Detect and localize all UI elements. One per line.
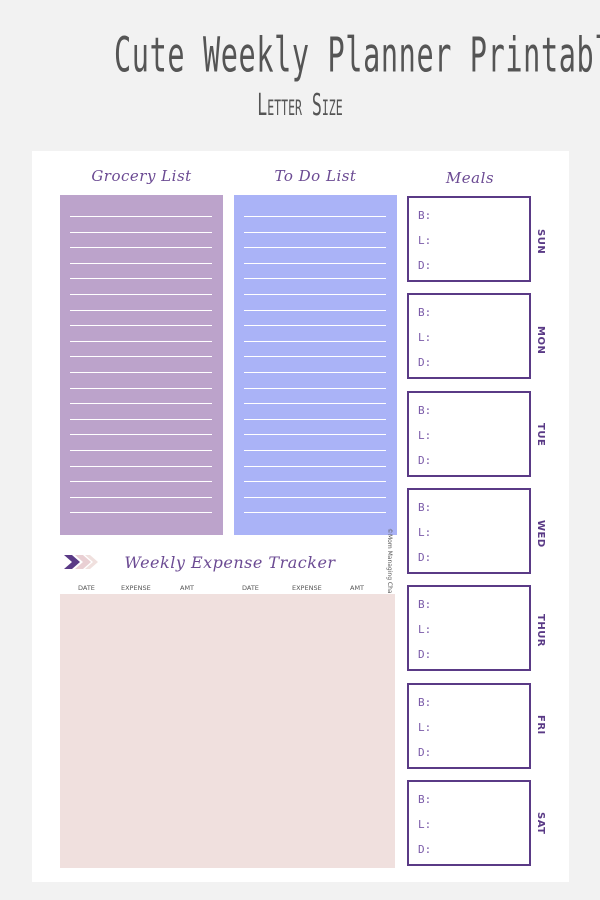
ruled-line — [70, 231, 212, 233]
ruled-line — [70, 309, 212, 311]
ruled-line — [70, 465, 212, 467]
meal-label-d: D: — [418, 550, 432, 564]
ruled-line — [70, 434, 212, 436]
meal-label-l: L: — [418, 428, 432, 442]
day-label-tue: TUE — [535, 423, 546, 447]
page-subtitle: Letter Size — [257, 88, 343, 123]
ruled-line — [244, 496, 386, 498]
day-label-thur: THUR — [535, 614, 546, 648]
meal-box-sat[interactable]: B: L: D: — [407, 779, 531, 866]
ruled-line — [70, 418, 212, 420]
column-header-amt-2: AMT — [350, 584, 365, 592]
meal-box-thur[interactable]: B: L: D: — [407, 585, 531, 672]
meal-label-b: B: — [418, 695, 432, 709]
ruled-line — [70, 512, 212, 514]
expense-tracker-heading: Weekly Expense Tracker — [124, 553, 336, 572]
ruled-line — [244, 481, 386, 483]
ruled-line — [244, 356, 386, 358]
ruled-line — [70, 481, 212, 483]
day-label-wed: WED — [535, 520, 546, 549]
ruled-line — [244, 278, 386, 280]
ruled-line — [244, 340, 386, 342]
meals-heading: Meals — [445, 169, 495, 187]
meal-label-b: B: — [418, 403, 432, 417]
ruled-line — [244, 216, 386, 217]
todo-list-area — [234, 195, 397, 535]
meal-label-b: B: — [418, 306, 432, 320]
ruled-line — [244, 262, 386, 264]
meal-label-l: L: — [418, 720, 432, 734]
ruled-line — [70, 247, 212, 249]
column-header-amt: AMT — [180, 584, 195, 592]
ruled-line — [70, 372, 212, 373]
copyright-credit: ©Mom Managing Chaos — [386, 528, 393, 601]
ruled-line — [244, 294, 386, 295]
ruled-line — [70, 496, 212, 498]
ruled-line — [70, 294, 212, 295]
grocery-list-heading: Grocery List — [91, 167, 192, 185]
column-header-date: DATE — [78, 584, 95, 592]
meal-label-b: B: — [418, 500, 432, 514]
meal-box-fri[interactable]: B: L: D: — [407, 682, 531, 769]
meal-label-l: L: — [418, 623, 432, 637]
ruled-line — [244, 247, 386, 249]
ruled-line — [70, 278, 212, 280]
meal-label-b: B: — [418, 792, 432, 806]
chevron-arrow-icon — [64, 555, 98, 569]
column-header-expense-2: EXPENSE — [292, 584, 322, 592]
day-label-fri: FRI — [535, 715, 546, 735]
grocery-list-area — [60, 195, 223, 535]
ruled-line — [70, 340, 212, 342]
column-header-expense: EXPENSE — [121, 584, 151, 592]
meal-label-l: L: — [418, 817, 432, 831]
meal-label-b: B: — [418, 209, 432, 222]
ruled-line — [244, 309, 386, 311]
ruled-line — [70, 262, 212, 264]
meal-label-d: D: — [418, 356, 432, 370]
day-label-sun: SUN — [535, 228, 546, 254]
ruled-line — [70, 403, 212, 405]
ruled-line — [244, 372, 386, 373]
ruled-line — [70, 387, 212, 389]
meal-label-l: L: — [418, 234, 432, 247]
ruled-line — [70, 356, 212, 358]
ruled-line — [244, 387, 386, 389]
meal-label-b: B: — [418, 598, 432, 612]
meal-box-wed[interactable]: B: L: D: — [407, 487, 531, 574]
ruled-line — [244, 231, 386, 233]
page-title: Cute Weekly Planner Printable — [114, 26, 600, 83]
meal-label-d: D: — [418, 745, 432, 759]
meal-label-d: D: — [418, 648, 432, 662]
ruled-line — [70, 450, 212, 451]
todo-list-heading: To Do List — [274, 167, 357, 185]
ruled-line — [244, 465, 386, 467]
meal-label-d: D: — [418, 842, 432, 856]
ruled-line — [244, 434, 386, 436]
ruled-line — [244, 512, 386, 514]
day-label-mon: MON — [535, 325, 546, 355]
meal-label-l: L: — [418, 331, 432, 345]
ruled-line — [70, 216, 212, 217]
column-header-date-2: DATE — [242, 584, 259, 592]
meal-box-tue[interactable]: B: L: D: — [407, 390, 531, 477]
meal-box-sun[interactable]: B: L: D: — [407, 196, 531, 282]
day-label-sat: SAT — [535, 812, 546, 835]
meal-label-l: L: — [418, 525, 432, 539]
meal-label-d: D: — [418, 259, 432, 272]
meal-box-mon[interactable]: B: L: D: — [407, 293, 531, 380]
ruled-line — [244, 450, 386, 451]
ruled-line — [70, 325, 212, 327]
expense-tracker-area — [60, 594, 395, 868]
meal-label-d: D: — [418, 453, 432, 467]
ruled-line — [244, 403, 386, 405]
ruled-line — [244, 418, 386, 420]
ruled-line — [244, 325, 386, 327]
